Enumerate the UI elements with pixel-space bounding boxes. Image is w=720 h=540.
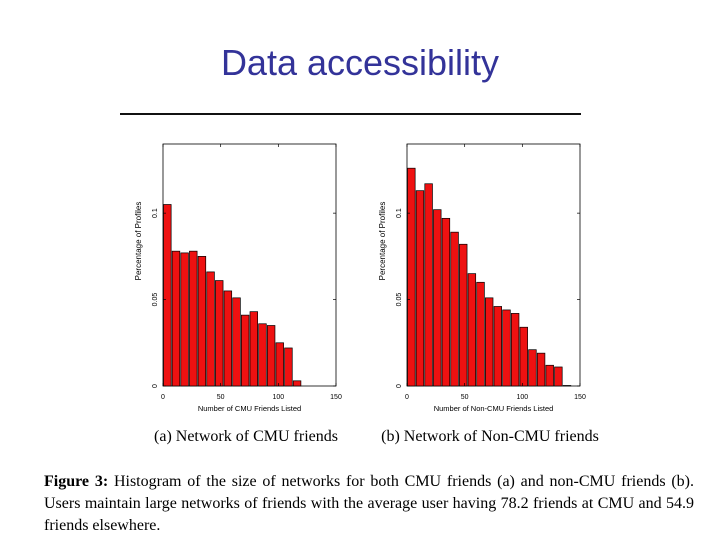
histogram-bar — [536, 352, 546, 387]
histogram-bar — [171, 250, 181, 387]
histogram-bar — [223, 290, 233, 387]
x-tick-label: 150 — [330, 394, 342, 401]
histogram-bar — [441, 217, 451, 387]
y-tick-label: 0.05 — [396, 293, 403, 307]
y-axis-label: Percentage of Profiles — [134, 202, 143, 281]
histogram-bar — [275, 342, 284, 387]
histogram-bar — [240, 314, 250, 387]
histogram-cmu-friends: 0 50 100 150 0 0.05 0.1 Number of CMU Friends L… — [134, 143, 342, 413]
histogram-bar — [284, 347, 293, 387]
histogram-bar — [415, 190, 425, 387]
x-tick-label: 50 — [217, 394, 225, 401]
x-tick-label: 50 — [461, 394, 469, 401]
x-axis-label: Number of CMU Friends Listed — [198, 404, 301, 413]
histogram-bar — [484, 297, 494, 387]
figure-caption: Figure 3: Histogram of the size of netwo… — [44, 471, 694, 537]
histogram-bar — [189, 250, 198, 387]
histogram-bar — [476, 281, 485, 387]
figure-caption-label: Figure 3: — [44, 473, 109, 490]
title-divider — [120, 113, 581, 115]
y-tick-label: 0 — [396, 384, 403, 388]
histogram-bar — [554, 366, 563, 387]
histogram-bar — [424, 183, 433, 387]
histogram-bar — [407, 167, 416, 387]
y-tick-label: 0.05 — [152, 293, 159, 307]
histogram-bar — [467, 273, 477, 387]
histogram-bar — [502, 309, 511, 387]
histogram-bar — [266, 325, 276, 387]
subcaption-a: (a) Network of CMU friends — [154, 428, 338, 445]
histogram-bar — [459, 243, 468, 387]
histogram-bar — [433, 209, 442, 387]
subcaption-b: (b) Network of Non-CMU friends — [381, 428, 599, 445]
histogram-non-cmu-friends: 0 50 100 150 0 0.05 0.1 Number of Non-CMU Frien… — [378, 143, 586, 413]
histogram-bar — [249, 311, 259, 387]
histogram-bar — [258, 323, 267, 387]
histogram-bar — [197, 256, 207, 387]
x-tick-label: 100 — [516, 394, 528, 401]
y-tick-label: 0.1 — [152, 208, 159, 218]
x-axis-label: Number of Non-CMU Friends Listed — [434, 404, 554, 413]
x-tick-label: 100 — [272, 394, 284, 401]
histogram-bar — [232, 297, 241, 387]
histogram-bar — [206, 271, 215, 387]
y-tick-label: 0 — [152, 384, 159, 388]
y-axis-label: Percentage of Profiles — [378, 202, 387, 281]
histogram-bar — [163, 204, 172, 387]
x-tick-label: 0 — [161, 394, 165, 401]
histogram-bar — [519, 326, 528, 387]
slide-title: Data accessibility — [220, 42, 500, 83]
histogram-bar — [450, 231, 459, 387]
y-tick-label: 0.1 — [396, 208, 403, 218]
histogram-bar — [292, 380, 302, 387]
x-tick-label: 0 — [405, 394, 409, 401]
histogram-bar — [545, 364, 554, 387]
x-tick-label: 150 — [574, 394, 586, 401]
plot-frame — [162, 143, 337, 387]
histogram-bar — [528, 349, 537, 387]
histogram-bar — [510, 313, 520, 387]
histogram-bar — [493, 306, 503, 387]
histogram-bar — [180, 252, 189, 387]
histogram-bar — [215, 280, 224, 387]
figure-caption-text: Histogram of the size of networks for bo… — [44, 473, 695, 534]
histogram-bar — [562, 385, 572, 387]
plot-frame — [406, 143, 581, 387]
